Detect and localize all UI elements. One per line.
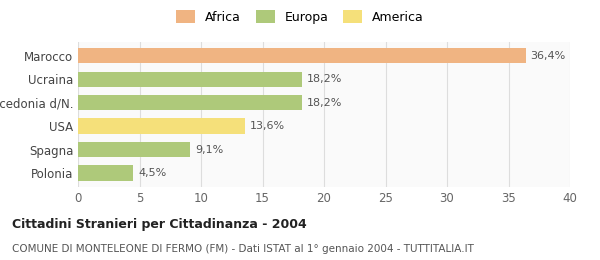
Bar — [78, 119, 245, 134]
Text: COMUNE DI MONTELEONE DI FERMO (FM) - Dati ISTAT al 1° gennaio 2004 - TUTTITALIA.: COMUNE DI MONTELEONE DI FERMO (FM) - Dat… — [12, 244, 474, 254]
Bar — [78, 95, 302, 110]
Legend: Africa, Europa, America: Africa, Europa, America — [172, 6, 428, 27]
Bar — [78, 48, 526, 63]
Text: 36,4%: 36,4% — [530, 51, 566, 61]
Text: Cittadini Stranieri per Cittadinanza - 2004: Cittadini Stranieri per Cittadinanza - 2… — [12, 218, 307, 231]
Bar — [78, 165, 133, 181]
Text: 18,2%: 18,2% — [307, 74, 342, 84]
Text: 13,6%: 13,6% — [250, 121, 286, 131]
Text: 18,2%: 18,2% — [307, 98, 342, 108]
Text: 9,1%: 9,1% — [195, 145, 223, 154]
Bar — [78, 72, 302, 87]
Text: 4,5%: 4,5% — [138, 168, 167, 178]
Bar — [78, 142, 190, 157]
